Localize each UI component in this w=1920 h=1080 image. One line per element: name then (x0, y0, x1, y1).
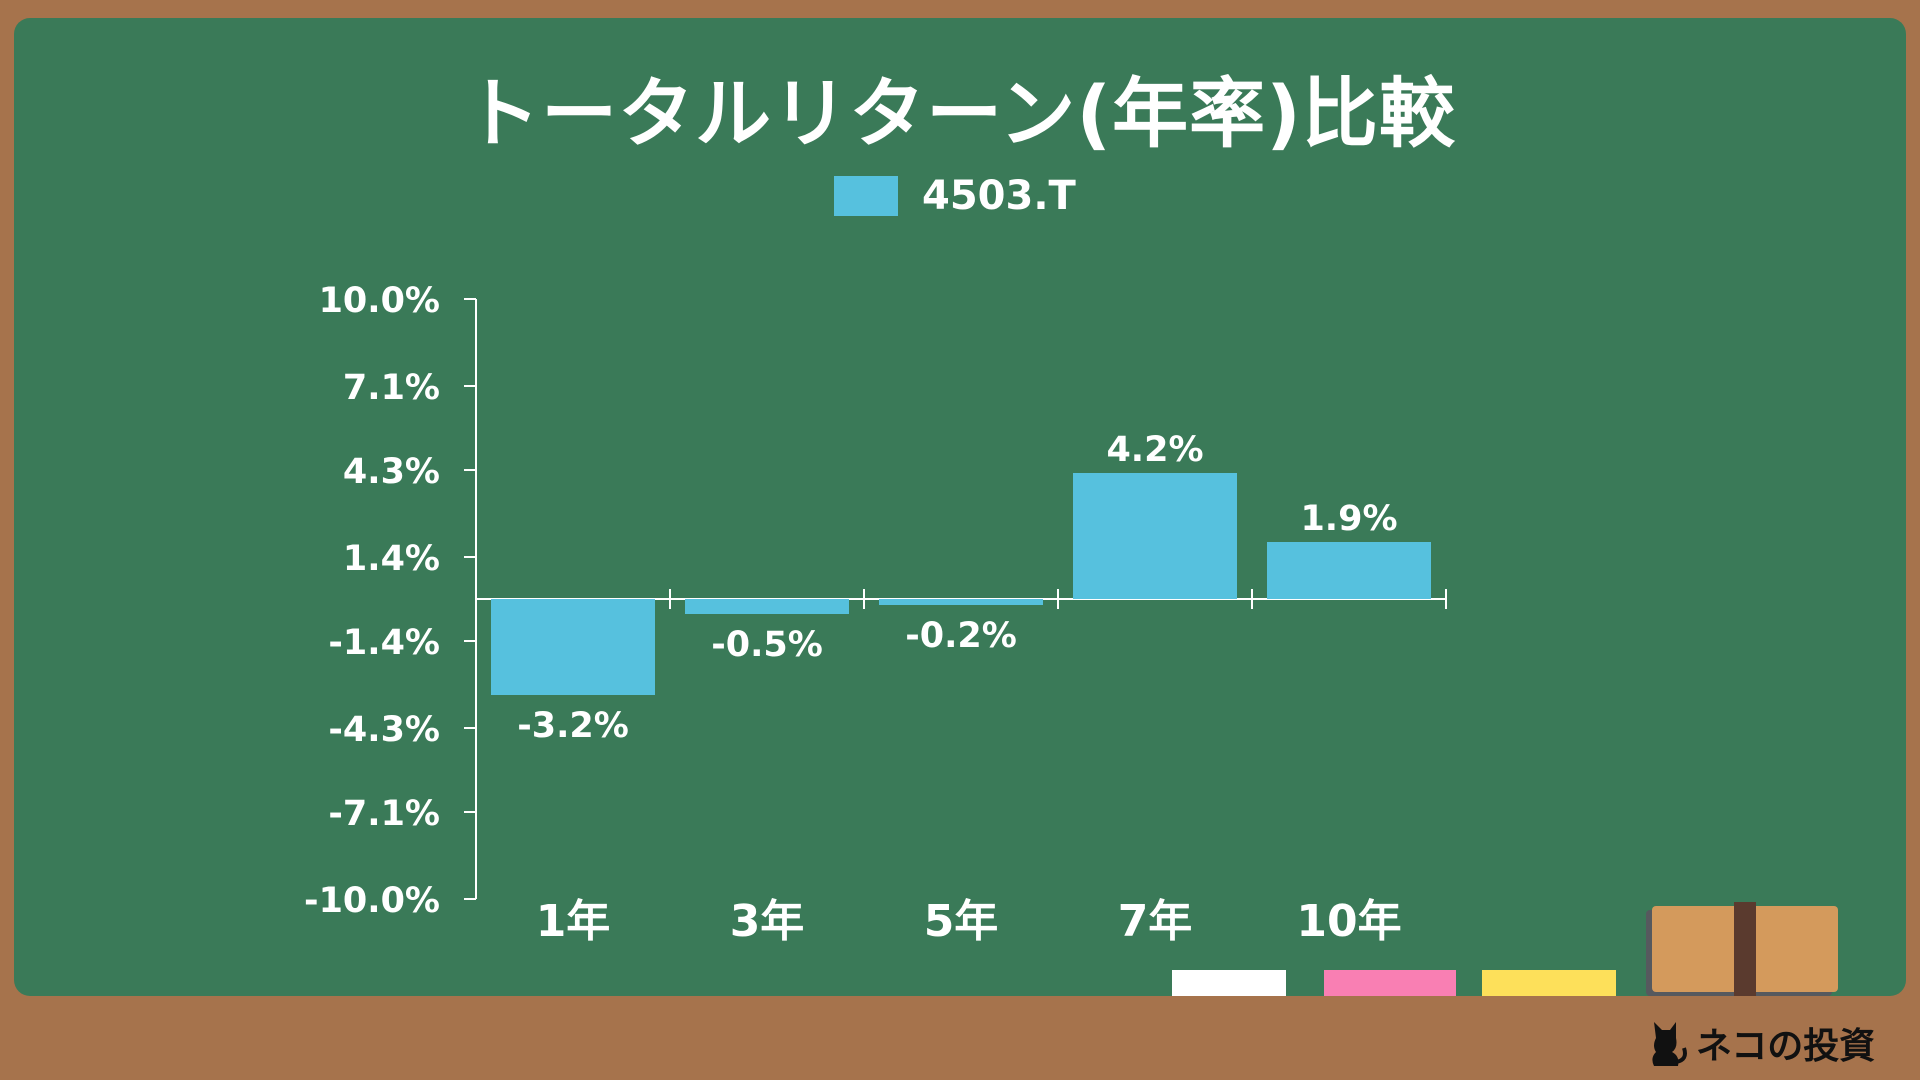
yellow-chalk (1482, 970, 1616, 996)
legend: 4503.T (834, 173, 1076, 219)
legend-swatch (834, 176, 898, 216)
y-tick-label: -10.0% (304, 881, 440, 921)
data-label: 1.9% (1300, 499, 1397, 539)
data-label: -0.2% (905, 616, 1017, 656)
brand-name: ネコの投資 (1696, 1026, 1876, 1067)
brand-logo: ネコの投資 (1646, 1018, 1875, 1068)
bar-chart: 10.0% 7.1% 4.3% 1.4% -1.4% -4.3% -7.1% -10.0% -3… (304, 281, 1447, 947)
x-tick-label: 1年 (536, 896, 611, 947)
x-tick-label: 10年 (1296, 896, 1401, 947)
y-tick-label: 4.3% (343, 452, 440, 492)
chalkboard (14, 18, 1906, 996)
black-cat-icon (1652, 1022, 1687, 1066)
x-tick-label: 7年 (1118, 896, 1193, 947)
bar (685, 599, 849, 614)
eraser-band (1734, 902, 1756, 996)
y-tick-label: -7.1% (328, 794, 440, 834)
bar (491, 599, 655, 695)
data-label: 4.2% (1106, 430, 1203, 470)
x-tick-label: 3年 (730, 896, 805, 947)
y-tick-label: -1.4% (328, 623, 440, 663)
data-label: -0.5% (711, 625, 823, 665)
x-tick-label: 5年 (924, 896, 999, 947)
pink-chalk (1324, 970, 1456, 996)
bar (879, 599, 1043, 605)
chart-title: トータルリターン(年率)比較 (464, 69, 1456, 158)
y-tick-label: 1.4% (343, 539, 440, 579)
white-chalk (1172, 970, 1286, 996)
y-tick-label: 7.1% (343, 368, 440, 408)
bar (1267, 542, 1431, 599)
legend-label: 4503.T (922, 173, 1076, 219)
y-tick-label: 10.0% (319, 281, 440, 321)
bar (1073, 473, 1237, 599)
y-tick-label: -4.3% (328, 710, 440, 750)
eraser-icon (1652, 902, 1838, 996)
chalk-tray (0, 996, 1920, 1080)
data-label: -3.2% (517, 706, 629, 746)
